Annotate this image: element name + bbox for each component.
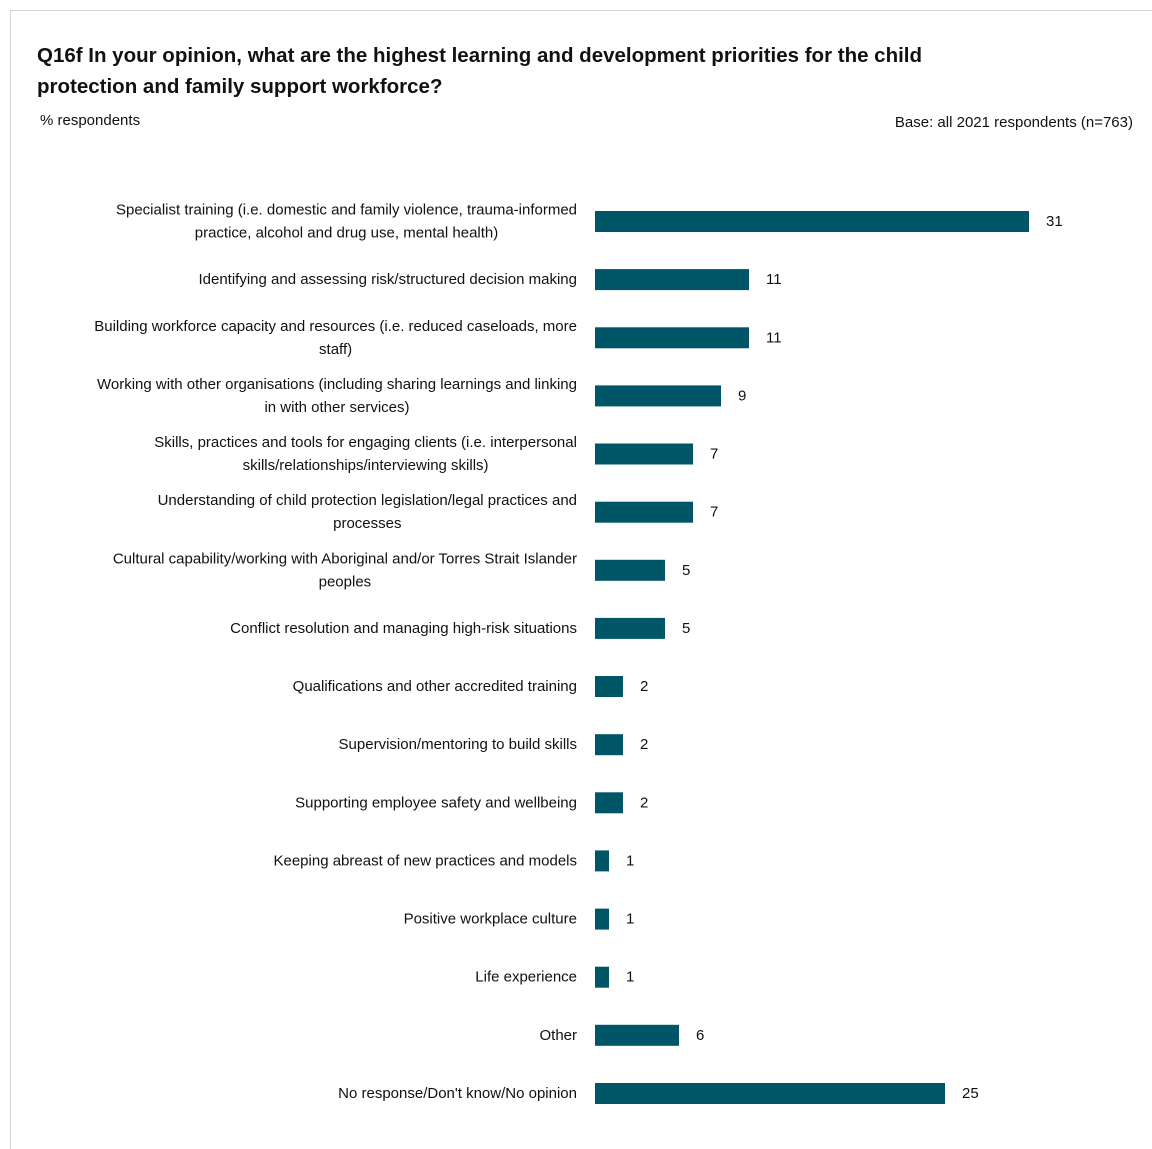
- data-label-1: 31: [1046, 213, 1063, 230]
- category-label-line: No response/Don't know/No opinion: [338, 1085, 577, 1102]
- bar-8: [595, 617, 665, 639]
- data-label-14: 1: [626, 969, 634, 986]
- category-label-2: Identifying and assessing risk/structure…: [198, 271, 577, 288]
- bar-14: [595, 966, 609, 988]
- data-label-5: 7: [710, 446, 718, 463]
- bar-10: [595, 734, 623, 756]
- category-label-1: Specialist training (i.e. domestic and f…: [116, 202, 577, 242]
- category-label-line: Keeping abreast of new practices and mod…: [273, 852, 577, 869]
- data-label-8: 5: [682, 620, 690, 637]
- category-label-3: Building workforce capacity and resource…: [94, 318, 577, 358]
- chart-frame: [10, 10, 1152, 1149]
- category-label-16: No response/Don't know/No opinion: [338, 1085, 577, 1102]
- category-label-line: Life experience: [475, 969, 577, 986]
- category-label-line: Supervision/mentoring to build skills: [339, 736, 577, 753]
- category-label-7: Cultural capability/working with Aborigi…: [113, 550, 577, 590]
- category-label-line: Specialist training (i.e. domestic and f…: [116, 202, 577, 219]
- category-label-8: Conflict resolution and managing high-ri…: [230, 620, 577, 637]
- category-label-line: peoples: [319, 573, 372, 590]
- category-label-line: Positive workplace culture: [404, 911, 577, 928]
- category-label-line: staff): [319, 341, 352, 358]
- data-label-15: 6: [696, 1027, 704, 1044]
- category-label-line: processes: [333, 515, 401, 532]
- category-label-line: Working with other organisations (includ…: [97, 376, 577, 393]
- category-label-line: Other: [539, 1027, 577, 1044]
- category-label-line: Conflict resolution and managing high-ri…: [230, 620, 577, 637]
- category-label-4: Working with other organisations (includ…: [97, 376, 577, 416]
- data-label-9: 2: [640, 678, 648, 695]
- category-label-line: Supporting employee safety and wellbeing: [295, 794, 577, 811]
- data-label-10: 2: [640, 736, 648, 753]
- category-label-12: Keeping abreast of new practices and mod…: [273, 852, 577, 869]
- category-label-11: Supporting employee safety and wellbeing: [295, 794, 577, 811]
- bar-7: [595, 559, 665, 581]
- category-label-15: Other: [539, 1027, 577, 1044]
- category-label-line: Cultural capability/working with Aborigi…: [113, 550, 577, 567]
- data-label-4: 9: [738, 387, 746, 404]
- category-label-9: Qualifications and other accredited trai…: [293, 678, 577, 695]
- data-label-2: 11: [766, 271, 782, 288]
- bar-2: [595, 269, 749, 291]
- category-label-14: Life experience: [475, 969, 577, 986]
- bar-12: [595, 850, 609, 872]
- data-label-6: 7: [710, 504, 718, 521]
- category-label-line: in with other services): [264, 399, 409, 416]
- data-label-11: 2: [640, 794, 648, 811]
- category-label-line: Identifying and assessing risk/structure…: [198, 271, 577, 288]
- bar-1: [595, 211, 1029, 232]
- bar-13: [595, 908, 609, 930]
- base-note: Base: all 2021 respondents (n=763): [894, 114, 1133, 131]
- category-label-line: practice, alcohol and drug use, mental h…: [195, 225, 499, 242]
- category-label-13: Positive workplace culture: [404, 911, 577, 928]
- category-label-line: Skills, practices and tools for engaging…: [154, 434, 577, 451]
- data-label-13: 1: [626, 911, 634, 928]
- category-label-6: Understanding of child protection legisl…: [158, 492, 577, 532]
- bar-9: [595, 676, 623, 697]
- category-label-line: Building workforce capacity and resource…: [94, 318, 577, 335]
- category-label-line: Qualifications and other accredited trai…: [293, 678, 577, 695]
- bar-16: [595, 1083, 945, 1104]
- bar-3: [595, 327, 749, 349]
- data-label-12: 1: [626, 852, 634, 869]
- category-label-line: Understanding of child protection legisl…: [158, 492, 577, 509]
- chart-title: Q16f In your opinion, what are the highe…: [37, 44, 923, 98]
- bar-5: [595, 443, 693, 465]
- category-label-5: Skills, practices and tools for engaging…: [154, 434, 577, 474]
- data-label-3: 11: [766, 329, 782, 346]
- chart-subtitle: % respondents: [40, 112, 141, 129]
- bar-4: [595, 385, 721, 407]
- data-label-16: 25: [962, 1085, 979, 1102]
- bar-15: [595, 1024, 679, 1046]
- bar-6: [595, 501, 693, 523]
- data-label-7: 5: [682, 562, 690, 579]
- bar-11: [595, 792, 623, 814]
- category-label-line: skills/relationships/interviewing skills…: [243, 457, 489, 474]
- category-label-10: Supervision/mentoring to build skills: [339, 736, 577, 753]
